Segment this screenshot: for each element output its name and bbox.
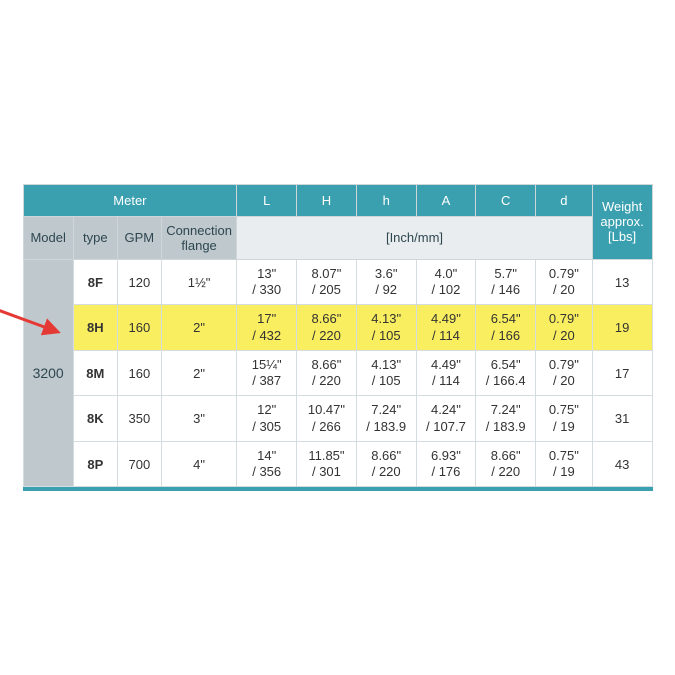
table-row: 8P7004"14"/ 35611.85"/ 3018.66"/ 2206.93… [23, 441, 652, 487]
cell-conn: 2" [161, 305, 236, 351]
col-A: A [416, 184, 476, 216]
cell-weight: 31 [592, 396, 652, 442]
cell-C: 8.66"/ 220 [476, 441, 536, 487]
cell-A: 6.93"/ 176 [416, 441, 476, 487]
col-weight: Weight approx. [Lbs] [592, 184, 652, 259]
table-row: 8H1602"17"/ 4328.66"/ 2204.13"/ 1054.49"… [23, 305, 652, 351]
cell-weight: 17 [592, 350, 652, 396]
cell-h: 7.24"/ 183.9 [356, 396, 416, 442]
cell-gpm: 120 [117, 259, 161, 305]
cell-L: 15¼"/ 387 [237, 350, 297, 396]
spec-table-body: 32008F1201½"13"/ 3308.07"/ 2053.6"/ 924.… [23, 259, 652, 487]
table-row: 8M1602"15¼"/ 3878.66"/ 2204.13"/ 1054.49… [23, 350, 652, 396]
cell-d: 0.75"/ 19 [536, 441, 593, 487]
cell-d: 0.79"/ 20 [536, 350, 593, 396]
cell-L: 12"/ 305 [237, 396, 297, 442]
cell-C: 6.54"/ 166 [476, 305, 536, 351]
cell-h: 4.13"/ 105 [356, 305, 416, 351]
col-type: type [73, 216, 117, 259]
cell-conn: 2" [161, 350, 236, 396]
cell-conn: 1½" [161, 259, 236, 305]
table-bottom-accent [23, 487, 653, 491]
col-gpm: GPM [117, 216, 161, 259]
col-C: C [476, 184, 536, 216]
cell-A: 4.24"/ 107.7 [416, 396, 476, 442]
cell-A: 4.49"/ 114 [416, 350, 476, 396]
cell-type: 8P [73, 441, 117, 487]
cell-h: 4.13"/ 105 [356, 350, 416, 396]
col-h: h [356, 184, 416, 216]
cell-gpm: 160 [117, 350, 161, 396]
cell-L: 13"/ 330 [237, 259, 297, 305]
cell-type: 8F [73, 259, 117, 305]
col-unit-group: [Inch/mm] [237, 216, 592, 259]
cell-d: 0.79"/ 20 [536, 305, 593, 351]
spec-table: Meter L H h A C d Weight approx. [Lbs] M… [23, 184, 653, 488]
cell-type: 8K [73, 396, 117, 442]
cell-weight: 13 [592, 259, 652, 305]
col-d: d [536, 184, 593, 216]
cell-gpm: 160 [117, 305, 161, 351]
cell-A: 4.49"/ 114 [416, 305, 476, 351]
table-row: 32008F1201½"13"/ 3308.07"/ 2053.6"/ 924.… [23, 259, 652, 305]
col-meter: Meter [23, 184, 237, 216]
cell-H: 8.66"/ 220 [297, 350, 357, 396]
cell-type: 8M [73, 350, 117, 396]
cell-L: 17"/ 432 [237, 305, 297, 351]
cell-h: 3.6"/ 92 [356, 259, 416, 305]
cell-type: 8H [73, 305, 117, 351]
cell-conn: 4" [161, 441, 236, 487]
cell-gpm: 350 [117, 396, 161, 442]
weight-label: Weight approx. [600, 199, 643, 229]
cell-A: 4.0"/ 102 [416, 259, 476, 305]
cell-d: 0.75"/ 19 [536, 396, 593, 442]
cell-conn: 3" [161, 396, 236, 442]
header-row-main: Meter L H h A C d Weight approx. [Lbs] [23, 184, 652, 216]
cell-gpm: 700 [117, 441, 161, 487]
cell-C: 6.54"/ 166.4 [476, 350, 536, 396]
cell-h: 8.66"/ 220 [356, 441, 416, 487]
model-cell: 3200 [23, 259, 73, 487]
cell-H: 8.66"/ 220 [297, 305, 357, 351]
cell-C: 7.24"/ 183.9 [476, 396, 536, 442]
cell-weight: 43 [592, 441, 652, 487]
cell-L: 14"/ 356 [237, 441, 297, 487]
col-model: Model [23, 216, 73, 259]
spec-table-container: Meter L H h A C d Weight approx. [Lbs] M… [23, 184, 653, 492]
cell-d: 0.79"/ 20 [536, 259, 593, 305]
col-conn: Connection flange [161, 216, 236, 259]
table-row: 8K3503"12"/ 30510.47"/ 2667.24"/ 183.94.… [23, 396, 652, 442]
cell-weight: 19 [592, 305, 652, 351]
weight-unit: [Lbs] [608, 229, 636, 244]
header-row-sub: Model type GPM Connection flange [Inch/m… [23, 216, 652, 259]
col-H: H [297, 184, 357, 216]
cell-H: 8.07"/ 205 [297, 259, 357, 305]
cell-H: 11.85"/ 301 [297, 441, 357, 487]
cell-H: 10.47"/ 266 [297, 396, 357, 442]
col-L: L [237, 184, 297, 216]
cell-C: 5.7"/ 146 [476, 259, 536, 305]
